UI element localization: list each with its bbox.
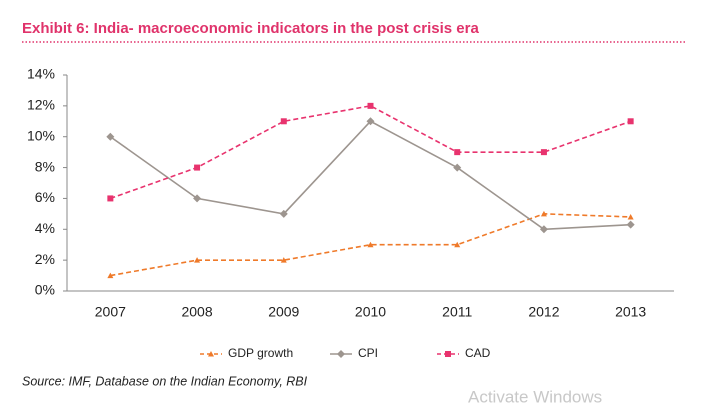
chart-title: Exhibit 6: India- macroeconomic indicato… bbox=[22, 20, 479, 37]
x-tick-label: 2012 bbox=[528, 304, 559, 320]
data-point bbox=[107, 272, 114, 279]
data-point bbox=[367, 241, 374, 248]
data-point bbox=[540, 210, 547, 217]
data-point bbox=[107, 195, 114, 202]
y-tick-label: 12% bbox=[27, 97, 55, 113]
legend-label: CAD bbox=[465, 346, 491, 360]
x-tick-label: 2009 bbox=[268, 304, 299, 320]
data-point bbox=[540, 149, 547, 156]
data-point bbox=[454, 241, 461, 248]
data-point bbox=[280, 257, 287, 263]
y-tick-label: 6% bbox=[35, 189, 55, 205]
data-point bbox=[194, 164, 201, 171]
data-point bbox=[193, 194, 202, 203]
data-point bbox=[367, 102, 374, 109]
data-point bbox=[366, 117, 375, 126]
x-tick-label: 2010 bbox=[355, 304, 386, 320]
data-point bbox=[454, 149, 461, 156]
y-tick-label: 10% bbox=[27, 127, 55, 143]
x-tick-label: 2008 bbox=[181, 304, 212, 320]
x-tick-label: 2007 bbox=[95, 304, 126, 320]
data-point bbox=[194, 257, 201, 263]
data-point bbox=[539, 225, 548, 234]
legend-label: CPI bbox=[358, 346, 378, 360]
y-tick-label: 14% bbox=[27, 66, 55, 82]
x-tick-label: 2013 bbox=[615, 304, 646, 320]
y-tick-label: 2% bbox=[35, 251, 55, 267]
series-line bbox=[109, 120, 631, 231]
y-tick-label: 4% bbox=[35, 220, 55, 236]
data-point bbox=[280, 118, 287, 125]
x-tick-label: 2011 bbox=[442, 304, 472, 320]
data-point bbox=[279, 209, 288, 218]
legend-marker bbox=[208, 351, 214, 357]
y-tick-label: 8% bbox=[35, 158, 55, 174]
data-point bbox=[627, 118, 634, 125]
watermark: Activate Windows bbox=[468, 387, 602, 403]
legend-marker bbox=[337, 350, 345, 358]
data-point bbox=[627, 213, 634, 220]
data-point bbox=[106, 132, 115, 141]
legend-label: GDP growth bbox=[228, 346, 293, 360]
data-point bbox=[626, 220, 635, 229]
data-point bbox=[453, 163, 462, 172]
source-note: Source: IMF, Database on the Indian Econ… bbox=[22, 374, 308, 388]
legend-marker bbox=[445, 351, 451, 357]
y-tick-label: 0% bbox=[35, 282, 55, 298]
